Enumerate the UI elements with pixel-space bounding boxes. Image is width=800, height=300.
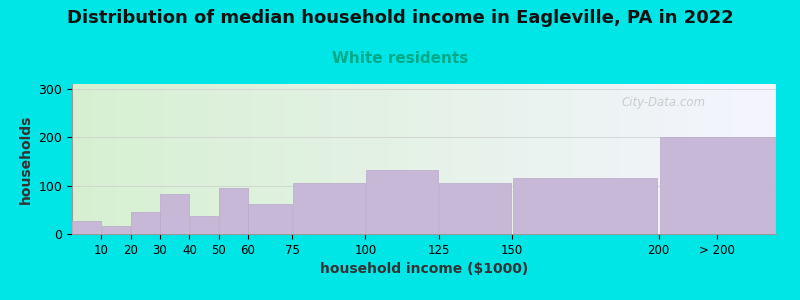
Bar [131, 212, 160, 234]
Bar [439, 183, 511, 234]
Bar [514, 178, 658, 234]
Y-axis label: households: households [19, 114, 33, 204]
Bar [293, 183, 365, 234]
Bar [160, 194, 189, 234]
Bar [660, 137, 775, 234]
Bar [249, 203, 291, 234]
Bar [190, 216, 218, 234]
Bar [366, 170, 438, 234]
X-axis label: household income ($1000): household income ($1000) [320, 262, 528, 276]
Bar [102, 226, 130, 234]
Bar [72, 221, 101, 234]
Bar [219, 188, 248, 234]
Text: White residents: White residents [332, 51, 468, 66]
Text: City-Data.com: City-Data.com [621, 96, 706, 109]
Text: Distribution of median household income in Eagleville, PA in 2022: Distribution of median household income … [66, 9, 734, 27]
